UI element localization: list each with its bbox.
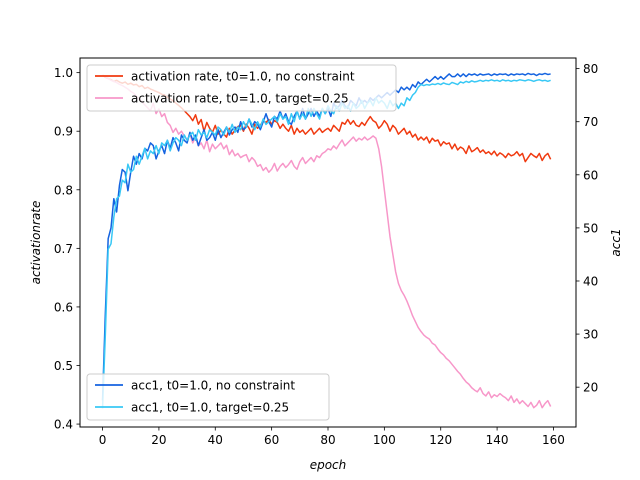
right-y-tick-label: 20 bbox=[583, 381, 598, 395]
legend-box-1 bbox=[86, 64, 397, 112]
legend-entry-label: activation rate, t0=1.0, no constraint bbox=[131, 70, 355, 84]
x-tick-label: 100 bbox=[373, 433, 396, 447]
right-y-tick-label: 40 bbox=[583, 274, 598, 288]
right-y-tick-label: 30 bbox=[583, 328, 598, 342]
x-tick-label: 120 bbox=[429, 433, 452, 447]
legend-entry-label: activation rate, t0=1.0, target=0.25 bbox=[131, 92, 349, 106]
x-tick-label: 20 bbox=[151, 433, 166, 447]
right-y-tick-label: 70 bbox=[583, 115, 598, 129]
legend-entry-label: acc1, t0=1.0, target=0.25 bbox=[131, 401, 289, 415]
legends: activation rate, t0=1.0, no constraint ac… bbox=[86, 64, 397, 421]
legend-box-2 bbox=[86, 373, 330, 421]
x-tick-label: 40 bbox=[208, 433, 223, 447]
x-tick-label: 60 bbox=[264, 433, 279, 447]
legend-entry-label: acc1, t0=1.0, no constraint bbox=[131, 379, 295, 393]
axis-ticks: 0 20 40 60 80 100 120 140 160 0.4 0.5 0.6 0.7 0.8 0.9 1… bbox=[54, 62, 598, 447]
x-tick-label: 0 bbox=[99, 433, 107, 447]
left-y-tick-label: 0.5 bbox=[54, 359, 73, 373]
series-line-2 bbox=[102, 74, 552, 409]
right-y-tick-label: 50 bbox=[583, 221, 598, 235]
left-y-tick-label: 0.8 bbox=[54, 183, 73, 197]
right-y-tick-label: 80 bbox=[583, 62, 598, 76]
x-tick-label: 140 bbox=[486, 433, 509, 447]
left-y-axis-label: activationrate bbox=[29, 201, 43, 285]
left-y-tick-label: 0.4 bbox=[54, 418, 73, 432]
right-y-tick-label: 60 bbox=[583, 168, 598, 182]
left-y-tick-label: 0.6 bbox=[54, 300, 73, 314]
left-y-tick-label: 0.9 bbox=[54, 125, 73, 139]
right-y-axis-label: acc1 bbox=[609, 228, 623, 256]
x-axis-label: epoch bbox=[310, 458, 347, 472]
left-y-tick-label: 0.7 bbox=[54, 242, 73, 256]
x-tick-label: 80 bbox=[320, 433, 335, 447]
x-tick-label: 160 bbox=[542, 433, 565, 447]
left-y-tick-label: 1.0 bbox=[54, 66, 73, 80]
